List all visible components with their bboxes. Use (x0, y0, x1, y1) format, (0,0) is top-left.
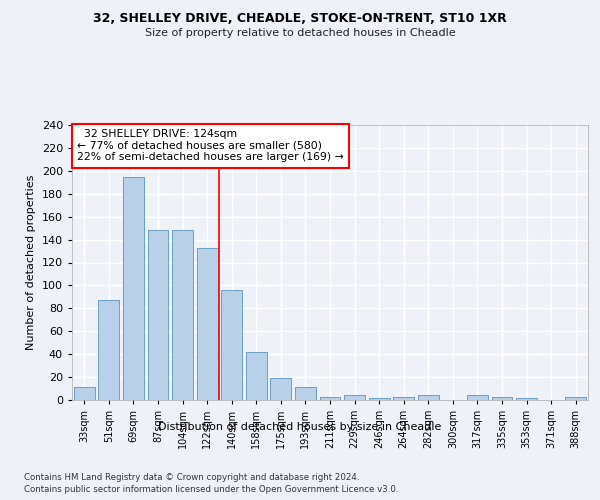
Text: Distribution of detached houses by size in Cheadle: Distribution of detached houses by size … (158, 422, 442, 432)
Y-axis label: Number of detached properties: Number of detached properties (26, 175, 36, 350)
Text: 32 SHELLEY DRIVE: 124sqm
← 77% of detached houses are smaller (580)
22% of semi-: 32 SHELLEY DRIVE: 124sqm ← 77% of detach… (77, 129, 344, 162)
Bar (221, 290, 242, 400)
Text: Contains public sector information licensed under the Open Government Licence v3: Contains public sector information licen… (24, 485, 398, 494)
Bar (344, 396, 365, 400)
Bar (148, 230, 169, 400)
Bar (467, 396, 488, 400)
Bar (295, 388, 316, 400)
Bar (320, 396, 340, 400)
Bar (74, 388, 95, 400)
Text: Contains HM Land Registry data © Crown copyright and database right 2024.: Contains HM Land Registry data © Crown c… (24, 472, 359, 482)
Bar (197, 248, 218, 400)
Bar (516, 398, 537, 400)
Bar (491, 396, 512, 400)
Bar (172, 230, 193, 400)
Bar (565, 396, 586, 400)
Bar (246, 352, 267, 400)
Bar (393, 396, 414, 400)
Bar (418, 396, 439, 400)
Bar (123, 176, 144, 400)
Bar (98, 300, 119, 400)
Bar (271, 378, 292, 400)
Bar (368, 398, 389, 400)
Text: 32, SHELLEY DRIVE, CHEADLE, STOKE-ON-TRENT, ST10 1XR: 32, SHELLEY DRIVE, CHEADLE, STOKE-ON-TRE… (93, 12, 507, 26)
Text: Size of property relative to detached houses in Cheadle: Size of property relative to detached ho… (145, 28, 455, 38)
